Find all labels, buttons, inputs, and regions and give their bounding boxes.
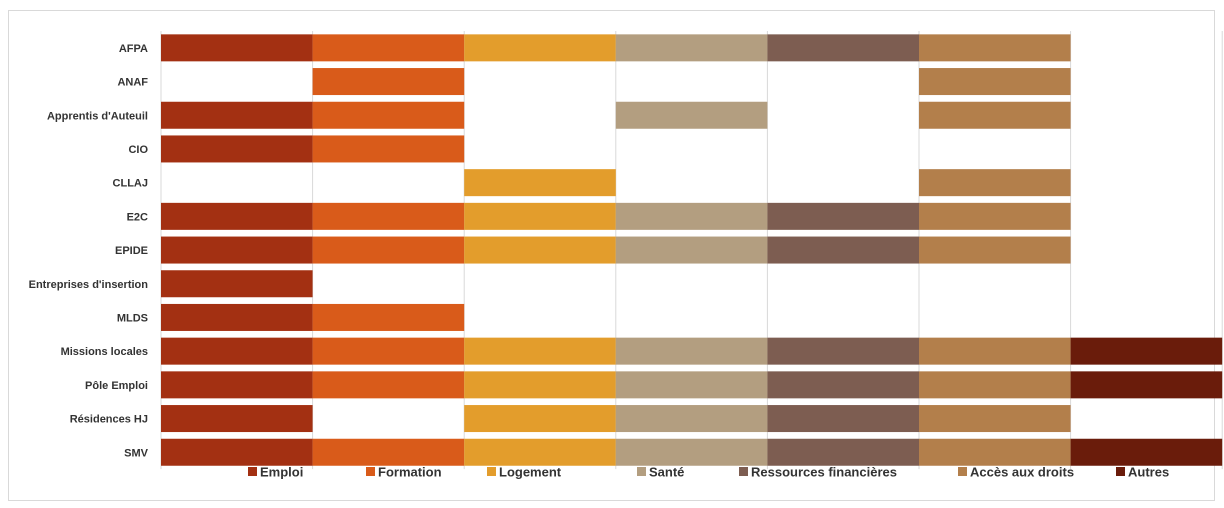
bar-segment [312,303,465,331]
bar-segment [312,236,465,264]
category-label: MLDS [117,312,148,324]
category-label: Résidences HJ [70,414,148,426]
category-label: EPIDE [115,245,148,257]
bars [161,34,1223,466]
bar-segment [767,236,919,264]
bar-segment [767,34,919,62]
bar-segment [464,236,616,264]
bar-segment [312,438,465,466]
legend-swatch [366,467,375,476]
category-labels: AFPA ANAF Apprentis d'Auteuil CIO CLLAJ E2C EP… [29,43,149,459]
category-label: CIO [128,144,148,156]
category-label: Entreprises d'insertion [29,279,149,291]
category-label: CLLAJ [113,178,148,190]
legend-swatch [248,467,257,476]
bar-segment [312,68,465,96]
category-label: Pôle Emploi [85,380,148,392]
bar-segment [464,405,616,433]
bar-segment [919,101,1071,129]
legend-swatch [487,467,496,476]
legend-label: Accès aux droits [970,465,1074,480]
bar-segment [464,371,616,399]
bar-segment [464,337,616,365]
bar-segment [919,202,1071,230]
bar-segment [464,34,616,62]
legend-swatch [739,467,748,476]
bar-segment [161,202,313,230]
bar-segment [1070,438,1223,466]
category-label: E2C [127,211,148,223]
bar-segment [767,438,919,466]
bar-segment [919,34,1071,62]
bar-segment [161,337,313,365]
bar-segment [161,303,313,331]
bar-segment [161,236,313,264]
legend-swatch [1116,467,1125,476]
legend-label: Formation [378,465,442,480]
bar-segment [919,236,1071,264]
bar-segment [1070,337,1223,365]
bar-segment [615,337,768,365]
legend-label: Santé [649,465,684,480]
bar-segment [615,405,768,433]
bar-segment [1070,371,1223,399]
category-label: Missions locales [61,346,148,358]
category-label: Apprentis d'Auteuil [47,110,148,122]
bar-segment [767,202,919,230]
bar-segment [312,202,465,230]
bar-segment [312,135,465,163]
bar-segment [767,405,919,433]
bar-segment [464,438,616,466]
category-label: AFPA [119,43,148,55]
bar-segment [767,371,919,399]
bar-segment [161,101,313,129]
bar-segment [161,405,313,433]
bar-segment [919,438,1071,466]
bar-segment [161,34,313,62]
legend-label: Autres [1128,465,1169,480]
bar-segment [615,438,768,466]
legend-label: Ressources financières [751,465,897,480]
bar-segment [161,270,313,298]
bar-segment [767,337,919,365]
legend: Emploi Formation Logement Santé Ressources f… [248,465,1169,480]
bar-segment [161,135,313,163]
bar-segment [161,438,313,466]
bar-segment [161,371,313,399]
bar-segment [919,68,1071,96]
bar-segment [615,371,768,399]
category-label: ANAF [117,77,148,89]
legend-swatch [958,467,967,476]
bar-segment [615,236,768,264]
bar-segment [312,337,465,365]
legend-swatch [637,467,646,476]
bar-segment [615,202,768,230]
category-label: SMV [124,447,149,459]
bar-segment [464,169,616,197]
bar-segment [464,202,616,230]
bar-segment [312,101,465,129]
bar-segment [919,371,1071,399]
bar-segment [615,34,768,62]
bar-segment [615,101,768,129]
bar-segment [919,337,1071,365]
legend-label: Logement [499,465,562,480]
legend-label: Emploi [260,465,303,480]
bar-segment [312,34,465,62]
bar-segment [919,405,1071,433]
bar-segment [919,169,1071,197]
bar-segment [312,371,465,399]
